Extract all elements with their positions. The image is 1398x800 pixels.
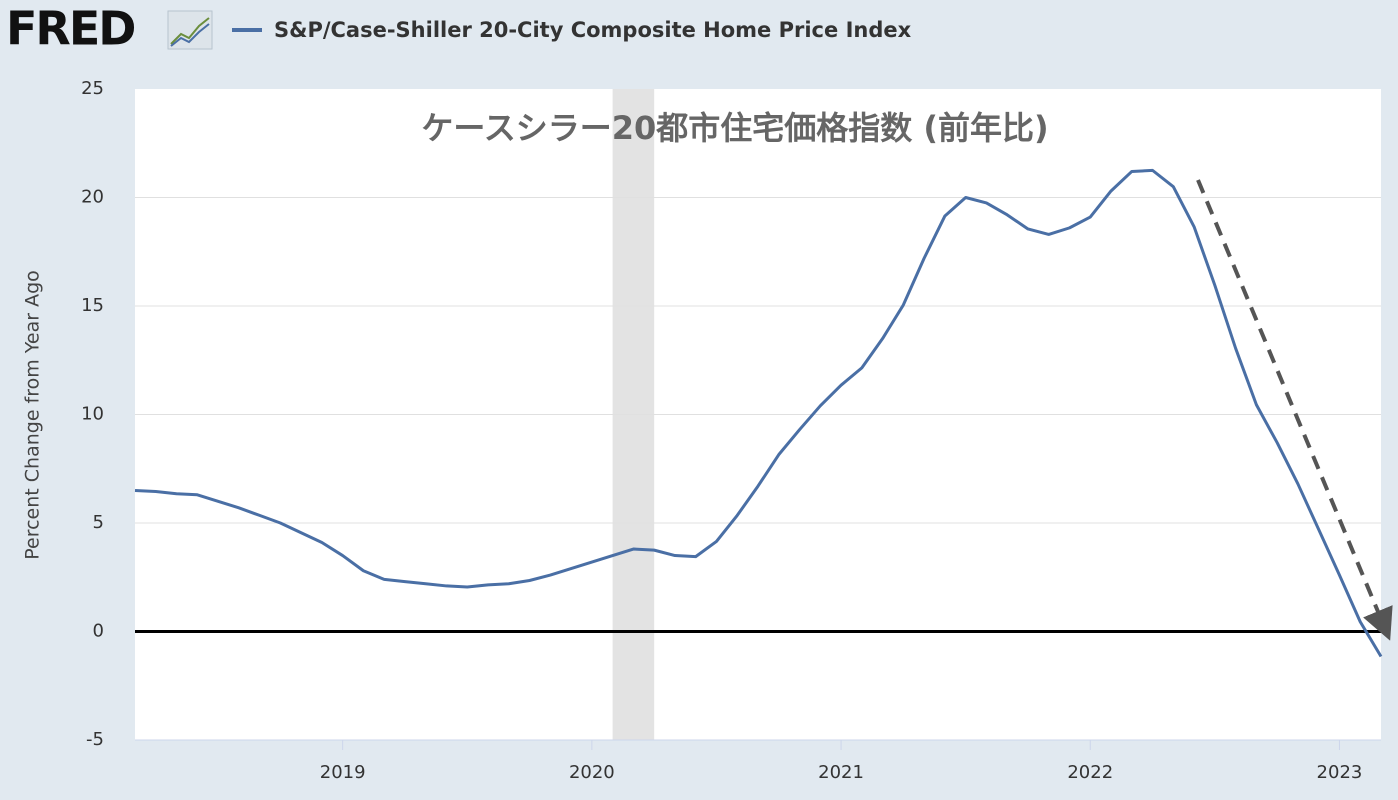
legend: S&P/Case-Shiller 20-City Composite Home … — [232, 18, 912, 42]
y-tick-label: -5 — [86, 729, 104, 750]
data-line — [134, 168, 1383, 658]
brand-logo: FRED — [6, 2, 134, 56]
x-tick-label: 2020 — [569, 762, 615, 783]
x-tick-label: 2021 — [818, 762, 864, 783]
y-tick-label: 10 — [81, 404, 104, 425]
annotation: ケースシラー20都市住宅価格指数 (前年比) — [421, 109, 1048, 147]
x-tick-label: 2022 — [1067, 762, 1113, 783]
x-tick-label: 2023 — [1317, 762, 1363, 783]
x-tick-label: 2019 — [320, 762, 366, 783]
y-tick-label: 25 — [81, 78, 104, 99]
y-tick-label: 5 — [93, 512, 104, 533]
y-tick-label: 15 — [81, 295, 104, 316]
y-tick-label: 20 — [81, 187, 104, 208]
trend-arrow — [1196, 179, 1393, 641]
legend-label: S&P/Case-Shiller 20-City Composite Home … — [274, 18, 912, 42]
y-axis-label: Percent Change from Year Ago — [22, 270, 44, 560]
y-tick-label: 0 — [93, 621, 104, 642]
plot: -5 0 5 10 15 20 25 2019 2020 2021 2022 2023 — [81, 78, 1383, 783]
logo-icon — [167, 10, 213, 50]
